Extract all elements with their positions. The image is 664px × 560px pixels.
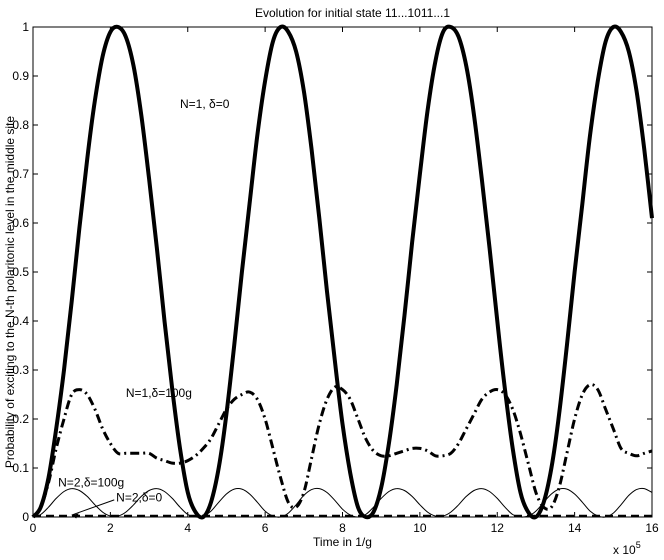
y-tick-label: 0 bbox=[22, 510, 29, 524]
y-tick-label: 0.1 bbox=[12, 461, 29, 475]
chart-title: Evolution for initial state 11...1011...… bbox=[255, 6, 450, 20]
x-multiplier: x 105 bbox=[613, 540, 641, 557]
y-tick-label: 0.8 bbox=[12, 118, 29, 132]
series-label-2: N=2,δ=100g bbox=[58, 476, 124, 490]
x-tick-label: 14 bbox=[568, 521, 582, 535]
y-tick-label: 0.2 bbox=[12, 412, 29, 426]
series-line-1 bbox=[31, 383, 653, 519]
series-layer bbox=[31, 24, 654, 520]
x-tick-label: 16 bbox=[645, 521, 659, 535]
series-line-2 bbox=[32, 487, 653, 518]
x-tick-label: 0 bbox=[30, 521, 37, 535]
y-axis-label: Probability of exciting to the N-th pola… bbox=[3, 116, 17, 469]
x-tick-label: 12 bbox=[491, 521, 505, 535]
x-tick-label: 8 bbox=[339, 521, 346, 535]
y-tick-label: 1 bbox=[22, 20, 29, 34]
x-multiplier-base: x 10 bbox=[613, 543, 636, 557]
annotation-arrow-line bbox=[71, 499, 115, 516]
series-label-3: N=2,δ=0 bbox=[116, 490, 162, 504]
series-label-0: N=1, δ=0 bbox=[180, 97, 230, 111]
y-tick-label: 0.6 bbox=[12, 216, 29, 230]
y-tick-label: 0.9 bbox=[12, 69, 29, 83]
series-line-0 bbox=[31, 24, 654, 520]
tick-layer: 0 2 4 6 8 10 12 14 16 0 0.1 0.2 0.3 0.4 0.5 0.6 0.7 0.8 0.… bbox=[12, 20, 659, 535]
plot-frame bbox=[32, 26, 653, 518]
series-label-1: N=1,δ=100g bbox=[126, 386, 192, 400]
x-multiplier-exponent: 5 bbox=[636, 540, 641, 550]
x-axis-label: Time in 1/g bbox=[313, 535, 372, 549]
x-tick-label: 10 bbox=[413, 521, 427, 535]
y-tick-label: 0.4 bbox=[12, 314, 29, 328]
y-tick-label: 0.5 bbox=[12, 265, 29, 279]
x-tick-label: 2 bbox=[107, 521, 114, 535]
x-tick-label: 4 bbox=[184, 521, 191, 535]
x-tick-label: 6 bbox=[262, 521, 269, 535]
annotation-arrow-head bbox=[71, 513, 79, 519]
y-tick-label: 0.3 bbox=[12, 363, 29, 377]
y-tick-label: 0.7 bbox=[12, 167, 29, 181]
